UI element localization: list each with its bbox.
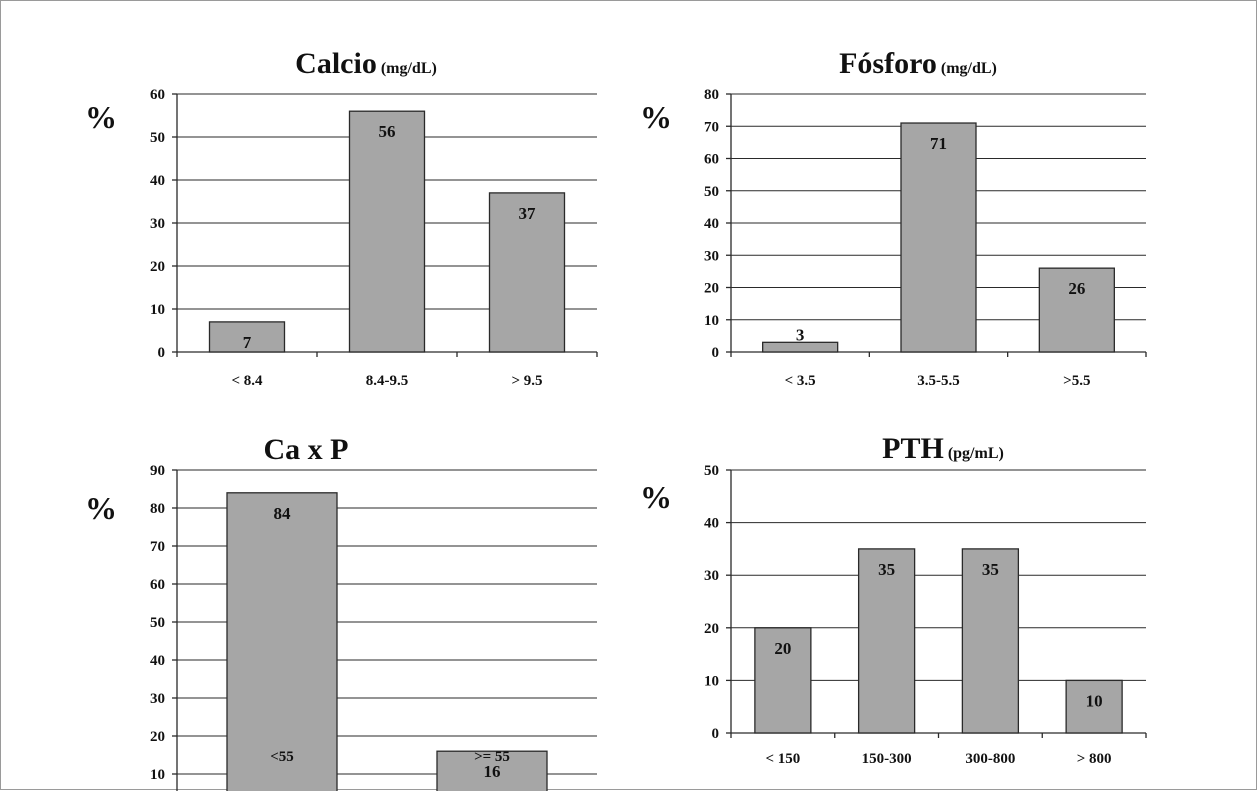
- chart-3-y-tick-label: 90: [150, 463, 165, 479]
- chart-1-category-label: < 8.4: [231, 373, 263, 389]
- chart-2-title-unit: (mg/dL): [937, 60, 997, 77]
- chart-1-bar: [208, 321, 286, 353]
- chart-1-y-tick-label: 10: [150, 302, 165, 318]
- chart-3-y-tick-label: 30: [150, 691, 165, 707]
- chart-4-category-label: < 150: [765, 751, 800, 767]
- chart-2-y-tick-label: 0: [712, 345, 720, 361]
- chart-4-title-unit: (pg/mL): [944, 445, 1004, 462]
- chart-2-y-tick-label: 50: [704, 184, 719, 200]
- chart-3-category-label: >= 55: [474, 749, 510, 765]
- chart-3-bar-value-label: 84: [274, 504, 292, 523]
- chart-1-title: Calcio (mg/dL): [295, 47, 437, 80]
- chart-4-y-tick-label: 20: [704, 621, 719, 637]
- chart-2-bar: [1038, 267, 1115, 353]
- chart-2-title-main: Fósforo: [839, 47, 937, 80]
- chart-2-y-tick-label: 60: [704, 152, 719, 168]
- chart-4-bar-value-label: 35: [878, 560, 895, 579]
- chart-1-bar-value-label: 37: [519, 204, 537, 223]
- chart-2-bar: [762, 341, 839, 353]
- chart-4-y-tick-label: 0: [712, 726, 720, 742]
- chart-2-category-label: < 3.5: [785, 373, 816, 389]
- chart-2-y-axis-label: %: [640, 99, 672, 135]
- chart-2-panel: 0 10 20 30 40 50 60 70 80 3 < 3.5 71 3.5-5.5 26 >5.5 Fó…: [640, 47, 1147, 389]
- chart-3-y-tick-label: 80: [150, 501, 165, 517]
- chart-3-y-tick-label: 70: [150, 539, 165, 555]
- chart-2-category-label: 3.5-5.5: [917, 373, 960, 389]
- chart-2-y-tick-label: 30: [704, 248, 719, 264]
- chart-4-y-axis-label: %: [640, 479, 672, 515]
- chart-2-y-tick-label: 70: [704, 119, 719, 135]
- chart-4-bar-value-label: 35: [982, 560, 999, 579]
- chart-2-y-tick-label: 10: [704, 313, 719, 329]
- chart-4-category-label: 300-800: [965, 751, 1015, 767]
- chart-4-y-tick-label: 50: [704, 463, 719, 479]
- chart-2-y-tick-label: 80: [704, 87, 719, 103]
- chart-4-title-main: PTH: [882, 432, 944, 465]
- chart-2-bar-value-label: 26: [1068, 279, 1085, 298]
- chart-1-y-tick-label: 30: [150, 216, 165, 232]
- chart-3-title-main: Ca x P: [264, 433, 349, 466]
- chart-4-panel: 0 10 20 30 40 50 20 < 150 35 150-300 35 300-800 10 > …: [640, 432, 1147, 767]
- chart-3-bar: [226, 492, 338, 791]
- chart-4-bar: [754, 627, 812, 734]
- chart-1-title-unit: (mg/dL): [377, 60, 437, 77]
- chart-1-y-tick-label: 60: [150, 87, 165, 103]
- chart-2-y-tick-label: 40: [704, 216, 719, 232]
- chart-4-y-tick-label: 40: [704, 516, 719, 532]
- chart-1-panel: 0 10 20 30 40 50 60 7 < 8.4 56 8.4-9.5 37 > 9.5 Calci…: [85, 47, 598, 389]
- chart-2-bar: [900, 122, 977, 353]
- chart-1-bar-value-label: 56: [379, 122, 396, 141]
- chart-3-y-tick-label: 40: [150, 653, 165, 669]
- chart-1-bar-value-label: 7: [243, 333, 252, 352]
- chart-3-bar: [436, 750, 548, 791]
- chart-1-y-tick-label: 40: [150, 173, 165, 189]
- chart-1-category-label: 8.4-9.5: [366, 373, 409, 389]
- chart-2-bar-value-label: 71: [930, 134, 947, 153]
- chart-2-bar-value-label: 3: [796, 325, 805, 344]
- chart-3-y-tick-label: 10: [150, 767, 165, 783]
- chart-3-y-tick-label: 60: [150, 577, 165, 593]
- chart-3-bar-value-label: 16: [484, 762, 501, 781]
- chart-1-category-label: > 9.5: [511, 373, 542, 389]
- chart-1-title-main: Calcio: [295, 47, 377, 80]
- chart-2-y-tick-label: 20: [704, 281, 719, 297]
- chart-3-y-tick-label: 20: [150, 729, 165, 745]
- chart-4-y-tick-label: 10: [704, 673, 719, 689]
- chart-3-category-label: <55: [270, 749, 294, 765]
- chart-1-bar: [348, 110, 426, 353]
- chart-3-y-axis-label: %: [85, 490, 117, 526]
- chart-4-y-tick-label: 30: [704, 568, 719, 584]
- chart-1-y-tick-label: 50: [150, 130, 165, 146]
- chart-1-y-axis-label: %: [85, 99, 117, 135]
- chart-4-bar-value-label: 20: [774, 639, 791, 658]
- chart-1-bar: [488, 192, 566, 353]
- chart-3-title: Ca x P: [264, 433, 349, 466]
- chart-2-category-label: >5.5: [1063, 373, 1090, 389]
- chart-4-category-label: > 800: [1077, 751, 1112, 767]
- chart-1-y-tick-label: 20: [150, 259, 165, 275]
- chart-3-y-tick-label: 50: [150, 615, 165, 631]
- chart-2-title: Fósforo (mg/dL): [839, 47, 997, 80]
- chart-1-y-tick-label: 0: [158, 345, 166, 361]
- chart-4-bar: [857, 548, 916, 734]
- chart-4-bar: [961, 548, 1020, 734]
- chart-4-category-label: 150-300: [862, 751, 912, 767]
- chart-4-title: PTH (pg/mL): [882, 432, 1004, 465]
- chart-4-bar-value-label: 10: [1086, 691, 1103, 710]
- chart-4-bar: [1065, 679, 1123, 734]
